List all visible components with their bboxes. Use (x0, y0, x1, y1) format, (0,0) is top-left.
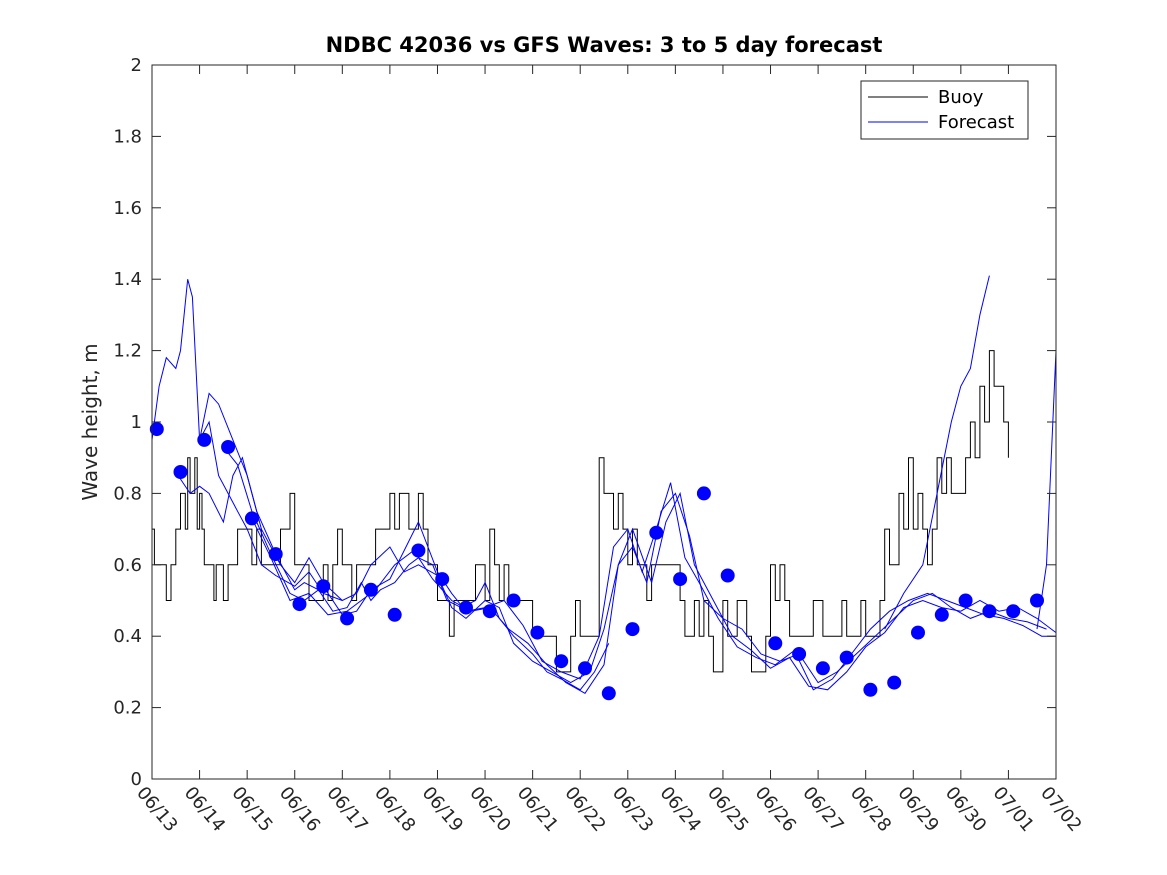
legend-box (860, 80, 1029, 140)
x-tick-label: 06/13 (132, 783, 181, 836)
x-tick-label: 06/16 (275, 783, 324, 836)
legend: Buoy Forecast (860, 80, 1029, 140)
forecast-marker-point (244, 511, 259, 526)
x-tick-label: 06/18 (370, 783, 419, 836)
forecast-marker-point (815, 661, 830, 676)
forecast-marker-point (435, 572, 450, 587)
y-axis-label: Wave height, m (78, 343, 102, 500)
forecast-marker-point (720, 568, 735, 583)
forecast-marker-point (982, 604, 997, 619)
forecast-marker-point (839, 650, 854, 665)
forecast-marker-point (673, 572, 688, 587)
marker-layer (149, 422, 1044, 701)
y-tick-label: 1.4 (113, 269, 142, 290)
y-tick-label: 1.8 (113, 126, 142, 147)
forecast-marker-point (578, 661, 592, 676)
forecast-marker-point (530, 625, 545, 640)
forecast-marker-point (792, 647, 807, 661)
x-tick-label: 06/25 (703, 783, 752, 836)
forecast-marker-point (1006, 604, 1021, 619)
forecast-marker-point (625, 622, 640, 637)
x-tick-label: 06/26 (751, 783, 800, 836)
y-tick-label: 1.6 (113, 198, 142, 219)
y-tick-label: 2 (131, 55, 142, 76)
forecast-marker-point (482, 604, 497, 619)
plot-background (152, 65, 1056, 779)
y-tick-label: 0.8 (113, 483, 142, 504)
forecast-marker-point (911, 625, 925, 640)
x-tick-label: 06/20 (465, 783, 514, 836)
x-tick-label: 06/27 (798, 783, 847, 836)
chart-title: NDBC 42036 vs GFS Waves: 3 to 5 day fore… (326, 33, 883, 57)
x-tick-label: 06/24 (656, 783, 705, 836)
forecast-marker-point (601, 686, 616, 701)
y-tick-label: 0 (131, 769, 142, 790)
forecast-marker-point (221, 440, 236, 454)
forecast-marker-point (696, 486, 711, 501)
forecast-run-line-0 (151, 279, 343, 601)
forecast-run-line-3 (223, 446, 1056, 691)
forecast-run-line-4 (251, 491, 1057, 694)
x-tick-label: 07/01 (989, 783, 1038, 836)
forecast-marker-point (197, 432, 212, 447)
forecast-run-line-1 (175, 456, 610, 691)
forecast-marker-point (649, 525, 664, 540)
forecast-run-line-2 (199, 392, 1047, 684)
forecast-marker-point (1030, 593, 1044, 608)
forecast-run-line-5 (884, 275, 990, 630)
forecast-marker-point (768, 636, 783, 651)
x-tick-label: 07/02 (1036, 783, 1085, 836)
x-tick-label: 06/30 (941, 783, 990, 836)
forecast-marker-point (316, 579, 331, 594)
forecast-marker-point (554, 654, 569, 669)
y-tick-label: 0.2 (113, 698, 142, 719)
forecast-marker-point (292, 597, 307, 612)
y-tick-label: 1.2 (113, 341, 142, 362)
forecast-marker-point (411, 543, 426, 558)
x-tick-label: 06/21 (513, 783, 562, 836)
forecast-marker-point (934, 607, 949, 622)
x-tick-label: 06/23 (608, 783, 657, 836)
y-axis: 0 0.2 0.4 0.6 0.8 1 1.2 1.4 1.6 1.8 2 (113, 55, 1056, 790)
x-tick-label: 06/15 (227, 783, 276, 836)
y-tick-label: 1 (131, 412, 142, 433)
x-tick-label: 06/28 (846, 783, 895, 836)
y-tick-label: 0.6 (113, 555, 142, 576)
forecast-marker-point (863, 682, 878, 697)
y-tick-label: 0.4 (113, 626, 142, 647)
x-tick-label: 06/22 (560, 783, 609, 836)
x-tick-label: 06/19 (418, 783, 467, 836)
forecast-marker-point (887, 675, 902, 690)
forecast-marker-point (149, 422, 164, 437)
forecast-marker-point (958, 593, 973, 608)
forecast-marker-point (173, 465, 188, 479)
forecast-marker-point (340, 611, 355, 626)
legend-buoy-label: Buoy (938, 87, 984, 108)
forecast-marker-point (268, 547, 283, 562)
forecast-marker-point (506, 593, 521, 608)
forecast-marker-point (363, 582, 378, 597)
legend-forecast-label: Forecast (938, 112, 1014, 133)
x-tick-label: 06/17 (322, 783, 371, 836)
x-tick-label: 06/14 (180, 783, 229, 836)
x-tick-label: 06/29 (893, 783, 942, 836)
buoy-series-line (152, 350, 1009, 673)
forecast-marker-point (459, 600, 473, 615)
series-layer (151, 275, 1057, 694)
forecast-marker-point (387, 607, 402, 622)
